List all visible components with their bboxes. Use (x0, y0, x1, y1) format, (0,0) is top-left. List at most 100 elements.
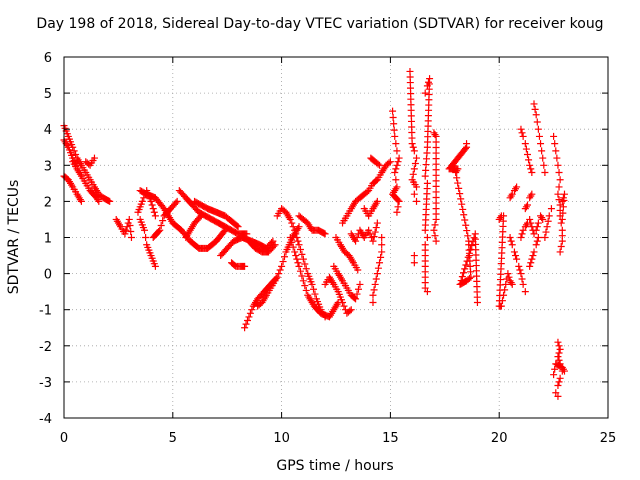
y-tick-label: -3 (39, 376, 52, 391)
data-point (377, 253, 385, 261)
y-axis-label: SDTVAR / TECUs (6, 180, 22, 295)
data-point (389, 107, 397, 115)
data-point (378, 234, 386, 241)
data-point (395, 197, 403, 205)
data-point (560, 367, 568, 375)
data-point (550, 371, 558, 379)
data-point (462, 221, 470, 229)
data-point (73, 161, 81, 169)
data-point (523, 150, 531, 158)
data-point (552, 147, 560, 155)
data-point (288, 219, 296, 227)
data-point (461, 216, 469, 224)
x-tick-labels: 0 5 10 15 20 25 (60, 431, 616, 446)
data-point (526, 161, 534, 169)
data-point (498, 297, 506, 305)
y-tick-label: 0 (44, 268, 52, 283)
data-point (540, 161, 548, 169)
data-point (523, 201, 531, 209)
data-point (151, 262, 159, 270)
data-point (408, 140, 416, 148)
data-point (553, 154, 561, 162)
data-point (454, 179, 462, 187)
data-point (534, 234, 542, 241)
data-point (551, 365, 559, 373)
data-point (248, 306, 256, 314)
data-point (275, 270, 283, 278)
data-point (294, 237, 302, 245)
data-point (544, 217, 552, 225)
data-point (371, 228, 379, 236)
y-tick-label: -1 (39, 304, 52, 319)
data-point (554, 382, 562, 390)
data-point (142, 234, 150, 241)
data-point (393, 161, 401, 169)
data-point (140, 194, 148, 202)
data-point (234, 223, 242, 231)
data-point (95, 197, 103, 205)
x-axis-label: GPS time / hours (276, 458, 393, 474)
x-tick-label: 15 (382, 431, 399, 446)
data-point (295, 241, 303, 249)
data-point (106, 197, 114, 205)
data-point (302, 286, 310, 294)
data-point (555, 183, 563, 191)
y-tick-label: 4 (44, 123, 52, 138)
data-point (554, 161, 562, 169)
data-point (125, 215, 133, 223)
data-point (431, 221, 439, 229)
data-point (298, 250, 306, 258)
data-point (508, 241, 516, 249)
data-point (279, 258, 287, 266)
data-point (538, 147, 546, 155)
data-point (528, 255, 536, 263)
data-point (172, 199, 180, 207)
data-point (531, 105, 539, 113)
data-point (519, 132, 527, 140)
data-point (363, 188, 371, 196)
data-point (295, 262, 303, 270)
data-point (245, 313, 253, 321)
data-point (456, 190, 464, 198)
data-point (278, 262, 286, 270)
data-point (560, 196, 568, 204)
data-point (365, 226, 373, 234)
y-tick-labels: -4 -3 -2 -1 0 1 2 3 4 5 6 (39, 51, 52, 427)
data-point (543, 223, 551, 231)
data-point (560, 190, 568, 198)
data-point (293, 255, 301, 263)
data-point (173, 197, 181, 205)
data-point (463, 257, 471, 265)
data-point (530, 230, 538, 238)
data-point (393, 208, 401, 216)
chart-title: Day 198 of 2018, Sidereal Day-to-day VTE… (36, 16, 603, 32)
data-point (378, 248, 386, 256)
data-point (339, 298, 347, 306)
data-point (528, 169, 536, 177)
data-point (289, 223, 297, 231)
data-point (392, 140, 400, 148)
data-point (558, 215, 566, 223)
data-point (410, 190, 418, 198)
data-point (197, 212, 205, 220)
data-point (410, 147, 418, 155)
data-point (519, 226, 527, 234)
data-point (537, 140, 545, 148)
data-point (421, 89, 429, 97)
data-point (353, 290, 361, 298)
data-point (558, 237, 566, 245)
data-point (513, 183, 521, 191)
data-point (525, 156, 533, 164)
data-point (518, 275, 526, 283)
data-point (409, 170, 417, 178)
data-point (354, 266, 362, 274)
data-point (390, 126, 398, 134)
data-point (462, 261, 470, 269)
data-point (298, 272, 306, 280)
data-point (526, 262, 534, 270)
data-point (311, 290, 319, 298)
data-point (122, 226, 130, 234)
data-point (459, 205, 467, 213)
data-point (534, 125, 542, 133)
data-point (289, 243, 297, 251)
